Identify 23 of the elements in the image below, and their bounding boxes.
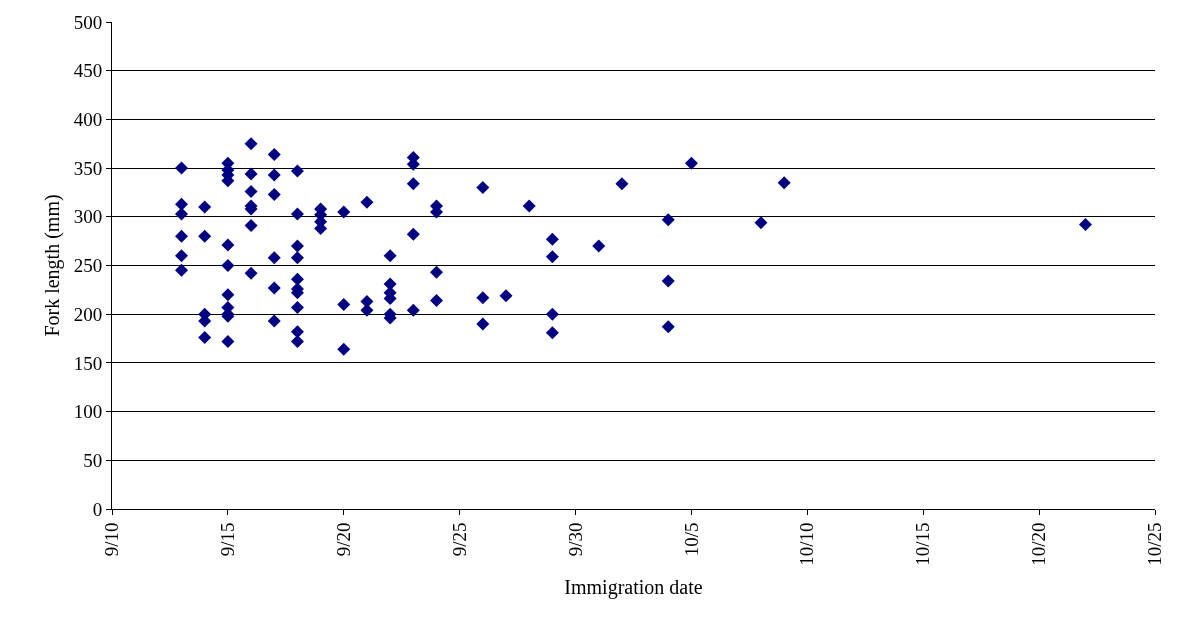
x-tick-label: 10/25 (1144, 522, 1166, 566)
x-tick-label: 10/15 (912, 522, 934, 566)
y-tick-label: 200 (73, 303, 103, 325)
y-tick-label: 0 (92, 498, 103, 520)
x-tick-label: 9/30 (564, 522, 586, 557)
y-tick-label: 100 (73, 401, 103, 423)
y-tick-label: 150 (73, 352, 103, 374)
y-tick-label: 450 (73, 60, 103, 82)
x-tick-label: 10/10 (796, 522, 818, 566)
x-tick-label: 9/20 (332, 522, 354, 557)
x-tick-label: 9/25 (448, 522, 470, 557)
x-tick-label: 9/15 (217, 522, 239, 557)
y-tick-label: 50 (83, 449, 103, 471)
x-tick-label: 9/10 (101, 522, 123, 557)
y-tick-label: 500 (73, 11, 103, 33)
x-tick-label: 10/20 (1028, 522, 1050, 566)
y-tick-label: 250 (73, 255, 103, 277)
y-tick-label: 300 (73, 206, 103, 228)
y-axis-title: Fork length (mm) (41, 194, 65, 337)
y-tick-label: 350 (73, 157, 103, 179)
y-tick-label: 400 (73, 109, 103, 131)
x-axis-title: Immigration date (564, 576, 703, 600)
x-tick-label: 10/5 (680, 522, 702, 557)
